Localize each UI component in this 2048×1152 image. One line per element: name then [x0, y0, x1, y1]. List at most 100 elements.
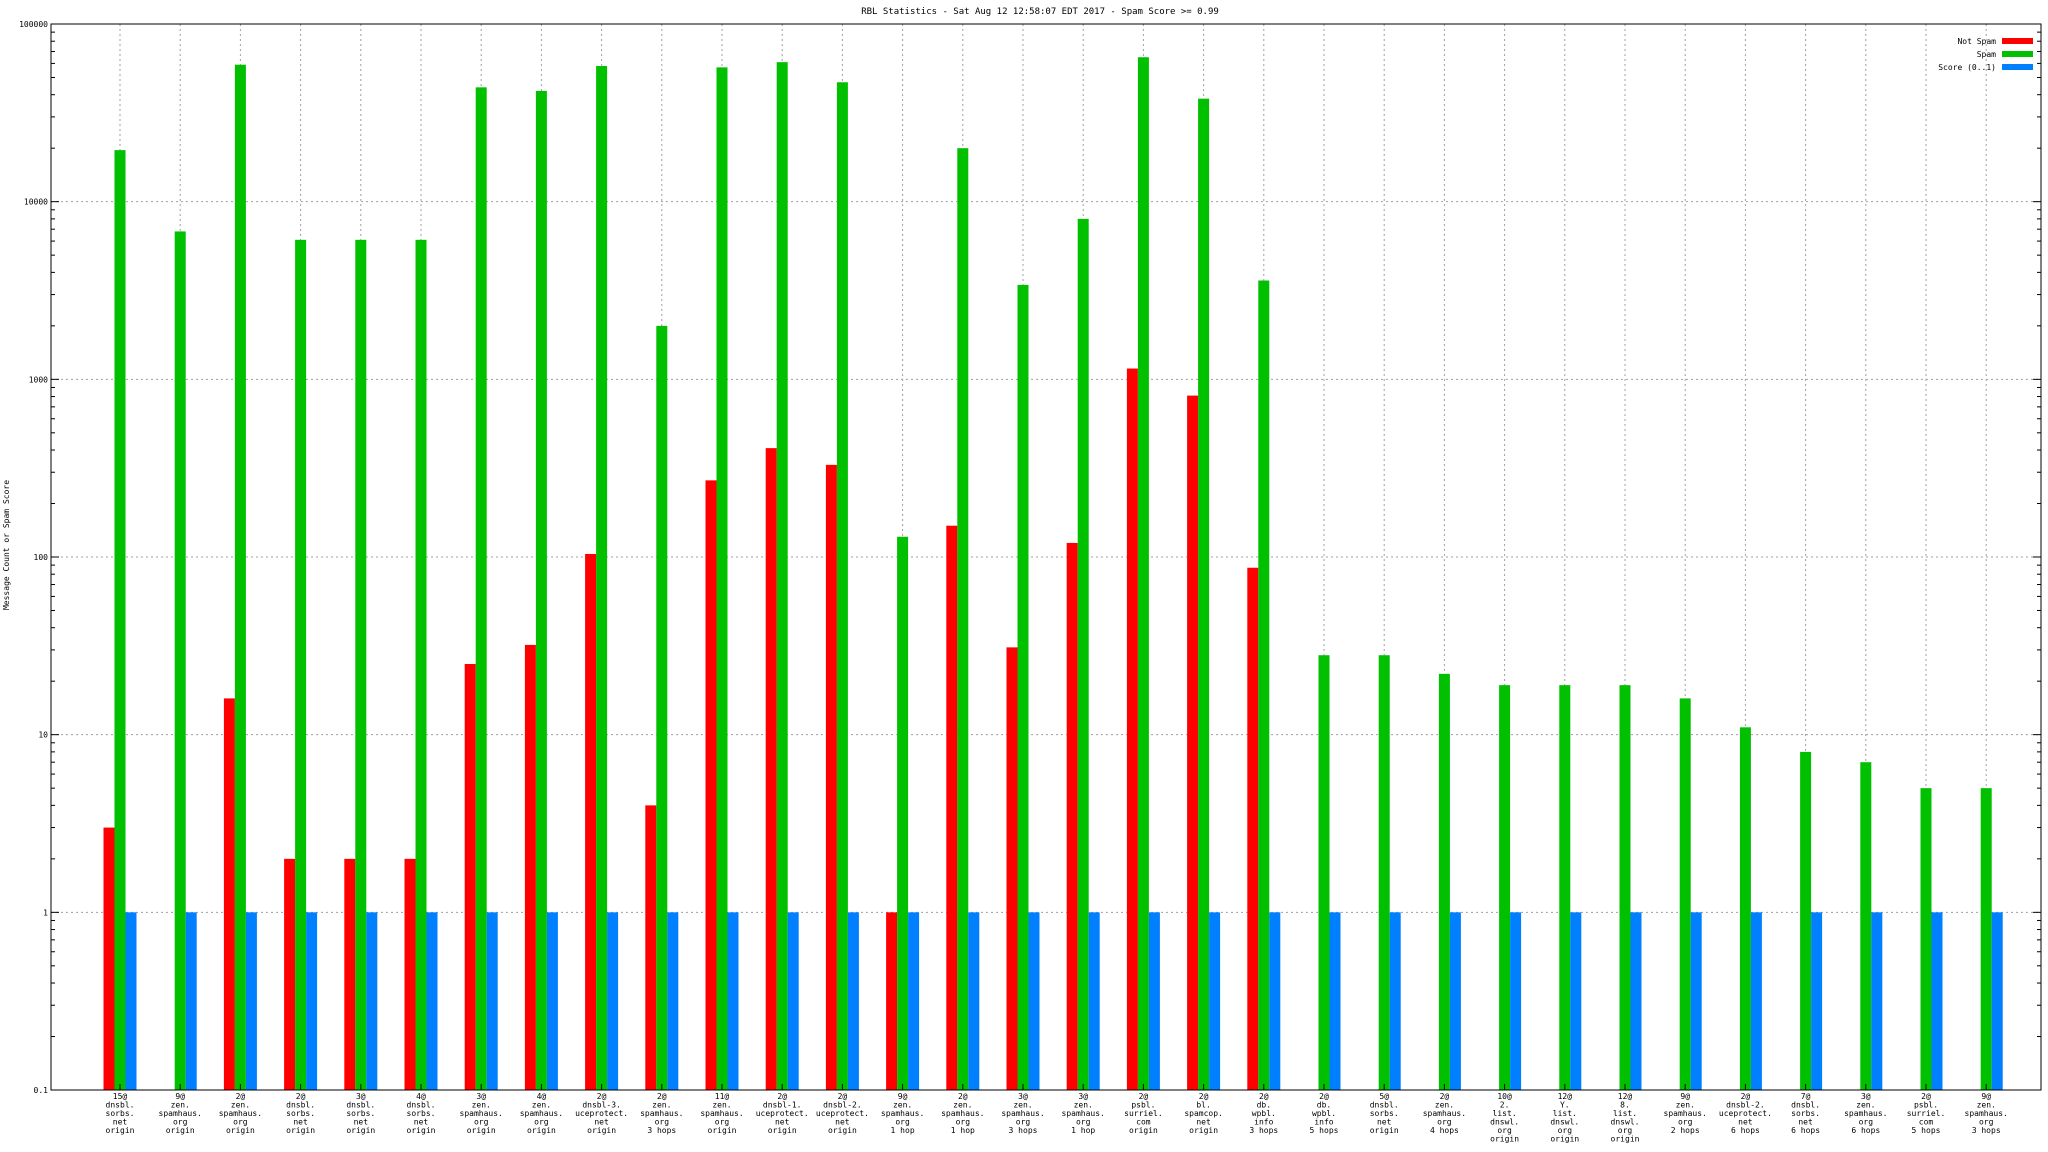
bar-score: [1389, 912, 1401, 1090]
bar-spam: [776, 62, 788, 1090]
bar-score: [1931, 912, 1943, 1090]
bar-not-spam: [1006, 647, 1018, 1090]
bar-not-spam: [825, 464, 837, 1091]
bar-spam: [1198, 98, 1210, 1090]
bar-spam: [174, 231, 186, 1090]
bar-not-spam: [946, 525, 958, 1090]
x-category-label: 2@ zen. spamhaus. org 4 hops: [1423, 1092, 1466, 1135]
bar-spam: [1739, 727, 1751, 1090]
x-category-label: 2@ dnsbl-1. uceprotect. net origin: [756, 1092, 809, 1135]
bar-spam: [1318, 655, 1330, 1090]
bar-spam: [1559, 685, 1571, 1090]
bar-score: [1991, 912, 2003, 1090]
bar-not-spam: [284, 858, 296, 1090]
bar-spam: [1137, 57, 1149, 1091]
x-category-label: 9@ zen. spamhaus. org 1 hop: [881, 1092, 924, 1135]
bar-not-spam: [404, 858, 416, 1090]
bar-score: [546, 912, 558, 1090]
bar-score: [667, 912, 679, 1090]
bar-spam: [1499, 685, 1511, 1090]
bar-spam: [415, 239, 427, 1090]
bar-score: [847, 912, 859, 1090]
legend-swatch: [2002, 38, 2033, 44]
bar-score: [486, 912, 498, 1090]
bar-score: [1028, 912, 1040, 1090]
legend: Not Spam Spam Score (0..1): [1938, 37, 2033, 72]
legend-swatch: [2002, 51, 2033, 57]
bar-score: [1570, 912, 1582, 1090]
bar-spam: [475, 87, 487, 1091]
bar-spam: [716, 67, 728, 1090]
x-category-label: 9@ zen. spamhaus. org origin: [159, 1092, 202, 1135]
bar-spam: [1619, 685, 1631, 1090]
bar-not-spam: [344, 858, 356, 1090]
y-tick-label: 1000: [29, 375, 48, 384]
bar-not-spam: [103, 827, 115, 1090]
bar-not-spam: [705, 480, 717, 1090]
bar-score: [1148, 912, 1160, 1090]
bar-score: [1329, 912, 1341, 1090]
bar-score: [185, 912, 197, 1090]
bar-spam: [114, 150, 126, 1090]
bar-not-spam: [524, 644, 536, 1090]
y-tick-label: 1: [43, 908, 48, 917]
x-category-label: 9@ zen. spamhaus. org 2 hops: [1664, 1092, 1707, 1135]
bar-score: [1690, 912, 1702, 1090]
y-tick-label: 0.1: [34, 1086, 49, 1095]
bar-not-spam: [1187, 395, 1199, 1090]
legend-label: Spam: [1977, 50, 1996, 59]
bar-spam: [1800, 751, 1812, 1090]
x-category-label: 2@ zen. spamhaus. org 3 hops: [640, 1092, 683, 1135]
x-category-label: 9@ zen. spamhaus. org 3 hops: [1965, 1092, 2008, 1135]
bar-score: [787, 912, 799, 1090]
bar-score: [1088, 912, 1100, 1090]
x-category-label: 2@ psbl. surriel. com origin: [1124, 1092, 1163, 1135]
bar-spam: [535, 90, 547, 1091]
bar-spam: [1258, 280, 1270, 1090]
x-category-label: 3@ dnsbl. sorbs. net origin: [346, 1092, 375, 1135]
legend-swatch: [2002, 64, 2033, 70]
x-category-label: 5@ dnsbl. sorbs. net origin: [1370, 1092, 1399, 1135]
x-category-label: 10@ 2. list. dnswl. org origin: [1490, 1092, 1519, 1144]
bar-spam: [234, 64, 246, 1091]
bar-spam: [836, 82, 848, 1091]
x-category-label: 2@ zen. spamhaus. org 1 hop: [941, 1092, 984, 1135]
bar-spam: [1077, 218, 1089, 1090]
bar-spam: [295, 239, 307, 1090]
legend-label: Score (0..1): [1938, 63, 1996, 72]
bar-score: [968, 912, 980, 1090]
bar-not-spam: [585, 553, 597, 1090]
x-category-label: 2@ dnsbl-3. uceprotect. net origin: [575, 1092, 628, 1135]
bar-not-spam: [765, 448, 777, 1090]
bar-spam: [957, 148, 969, 1091]
x-category-label: 2@ psbl. surriel. com 5 hops: [1907, 1092, 1946, 1135]
bar-not-spam: [1247, 567, 1259, 1090]
bar-not-spam: [886, 912, 898, 1090]
x-category-label: 2@ db. wpbl. info 5 hops: [1310, 1092, 1339, 1135]
x-category-label: 15@ dnsbl. sorbs. net origin: [106, 1092, 135, 1135]
bar-spam: [1438, 673, 1450, 1090]
bar-score: [1510, 912, 1522, 1090]
x-category-label: 2@ dnsbl-2. uceprotect. net 6 hops: [1719, 1092, 1772, 1135]
bar-score: [607, 912, 619, 1090]
bar-score: [1630, 912, 1642, 1090]
bar-spam: [596, 66, 608, 1091]
bar-not-spam: [223, 698, 235, 1090]
bar-score: [1750, 912, 1762, 1090]
x-category-label: 7@ dnsbl. sorbs. net 6 hops: [1791, 1092, 1820, 1135]
axis-ticks: 0.1 1 10 100 1000 10000 100000: [19, 20, 2041, 1095]
bar-not-spam: [1126, 368, 1138, 1091]
bar-spam: [355, 239, 367, 1090]
bar-not-spam: [645, 805, 657, 1090]
x-category-label: 2@ db. wpbl. info 3 hops: [1249, 1092, 1278, 1135]
x-category-label: 2@ dnsbl-2. uceprotect. net origin: [816, 1092, 869, 1135]
bar-score: [125, 912, 137, 1090]
y-tick-label: 100: [34, 553, 49, 562]
bar-spam: [1378, 655, 1390, 1090]
y-tick-label: 10000: [24, 198, 48, 207]
bar-spam: [1860, 762, 1872, 1090]
y-tick-label: 10: [38, 731, 48, 740]
x-category-label: 3@ zen. spamhaus. org 6 hops: [1844, 1092, 1887, 1135]
x-category-label: 3@ zen. spamhaus. org 1 hop: [1062, 1092, 1105, 1135]
